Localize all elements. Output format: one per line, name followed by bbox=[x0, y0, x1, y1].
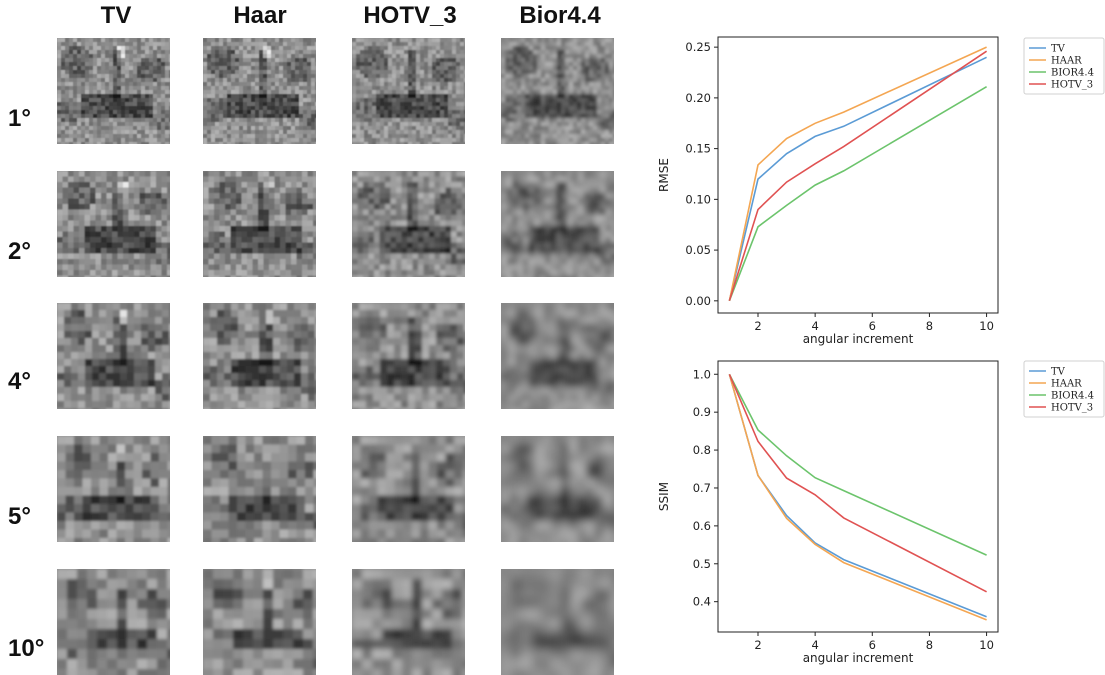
plot-frame bbox=[718, 37, 998, 313]
y-axis-label: RMSE bbox=[657, 158, 671, 192]
x-tick-label: 2 bbox=[754, 638, 761, 652]
series-line-haar bbox=[729, 47, 986, 301]
x-tick-label: 2 bbox=[754, 319, 761, 333]
y-tick-label: 0.20 bbox=[685, 91, 711, 105]
y-tick-label: 0.8 bbox=[693, 443, 711, 457]
legend-entry: HAAR bbox=[1051, 379, 1082, 390]
y-tick-label: 0.7 bbox=[693, 481, 711, 495]
y-tick-label: 0.00 bbox=[685, 294, 711, 308]
y-tick-label: 0.25 bbox=[685, 40, 711, 54]
x-axis-label: angular increment bbox=[803, 651, 914, 665]
x-tick-label: 6 bbox=[869, 638, 876, 652]
x-tick-label: 10 bbox=[979, 638, 994, 652]
x-tick-label: 8 bbox=[926, 638, 933, 652]
y-tick-label: 0.4 bbox=[693, 595, 711, 609]
y-tick-label: 0.10 bbox=[685, 192, 711, 206]
chart-ssim: 2 4 6 8 10 0.4 0.5 0.6 0.7 0.8 0.9 1.0 angular incre… bbox=[657, 361, 1104, 665]
y-tick-label: 1.0 bbox=[693, 367, 711, 381]
series-line-tv bbox=[729, 57, 986, 300]
legend-entry: TV bbox=[1051, 367, 1066, 378]
x-tick-label: 8 bbox=[926, 319, 933, 333]
legend-entry: BIOR4.4 bbox=[1051, 391, 1094, 402]
y-tick-label: 0.6 bbox=[693, 519, 711, 533]
y-axis-label: SSIM bbox=[657, 482, 671, 511]
series-line-tv bbox=[729, 374, 986, 617]
y-tick-label: 0.15 bbox=[685, 142, 711, 156]
y-tick-label: 0.05 bbox=[685, 243, 711, 257]
x-tick-label: 4 bbox=[811, 319, 818, 333]
x-tick-label: 6 bbox=[869, 319, 876, 333]
legend-entry: HAAR bbox=[1051, 56, 1082, 67]
x-axis-label: angular increment bbox=[803, 332, 914, 346]
x-tick-label: 10 bbox=[979, 319, 994, 333]
legend-entry: HOTV_3 bbox=[1051, 403, 1093, 414]
legend-entry: TV bbox=[1051, 44, 1066, 55]
legend-entry: BIOR4.4 bbox=[1051, 68, 1094, 79]
legend-entry: HOTV_3 bbox=[1051, 80, 1093, 91]
series-line-bior44 bbox=[729, 374, 986, 555]
chart-rmse: 2 4 6 8 10 0.00 0.05 0.10 0.15 0.20 0.25 angular in… bbox=[657, 37, 1104, 346]
x-tick-label: 4 bbox=[811, 638, 818, 652]
y-tick-label: 0.5 bbox=[693, 557, 711, 571]
series-line-hotv3 bbox=[729, 374, 986, 592]
series-line-hotv3 bbox=[729, 51, 986, 301]
y-tick-label: 0.9 bbox=[693, 405, 711, 419]
